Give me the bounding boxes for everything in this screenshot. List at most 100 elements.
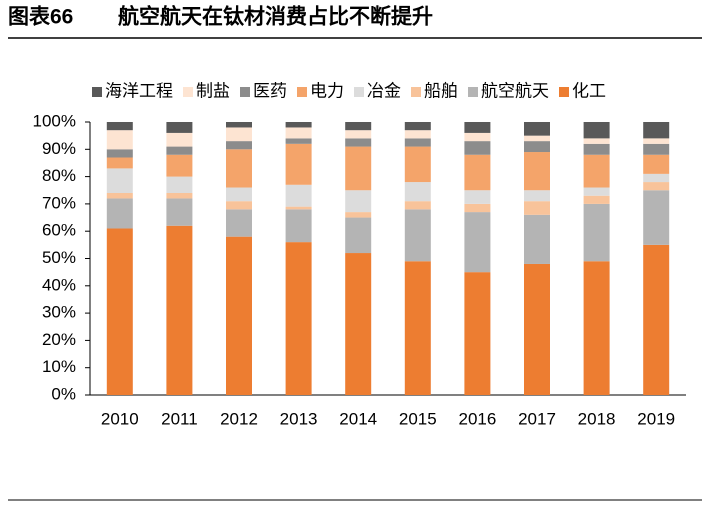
bar-segment (464, 132, 491, 142)
y-tick-label: 100% (33, 111, 76, 130)
figure-label: 图表66 (8, 6, 73, 29)
legend-label: 电力 (310, 81, 344, 100)
y-tick-label: 10% (42, 357, 76, 376)
bar-segment (226, 149, 252, 188)
bar-segment (285, 122, 312, 128)
legend-swatch (559, 87, 569, 97)
legend-swatch (240, 87, 250, 97)
bar-segment (404, 146, 431, 183)
bar-segment (106, 192, 133, 199)
bar-segment (166, 198, 193, 226)
bar-segment (643, 244, 670, 395)
legend-label: 医药 (253, 81, 287, 100)
bar-segment (464, 154, 491, 191)
bar-segment (285, 127, 312, 139)
x-tick-label: 2011 (161, 409, 198, 428)
bar-segment (106, 122, 133, 131)
legend-label: 船舶 (424, 81, 458, 100)
y-tick-label: 40% (42, 275, 76, 294)
bar-segment (345, 146, 372, 191)
bar-segment (285, 206, 312, 210)
x-tick-label: 2016 (458, 409, 496, 428)
y-tick-label: 50% (42, 248, 76, 267)
bar-segment (583, 143, 610, 155)
bar-segment (643, 122, 670, 139)
bar-segment (524, 201, 550, 215)
bar-segment (166, 154, 193, 177)
x-tick-label: 2019 (637, 409, 675, 428)
bar-segment (404, 201, 431, 210)
bar-segment (226, 201, 252, 210)
bar-segment (404, 182, 431, 202)
x-tick-label: 2018 (578, 409, 616, 428)
bar-segment (583, 187, 610, 196)
bar-segment (106, 149, 133, 158)
bar-segment (106, 157, 133, 169)
bar-segment (524, 122, 550, 136)
bar-segment (643, 143, 670, 155)
bar-segment (464, 203, 491, 213)
x-tick-label: 2010 (101, 409, 139, 428)
bar-segment (404, 261, 431, 395)
legend-swatch (183, 87, 193, 97)
bar-segment (583, 195, 610, 204)
y-tick-label: 60% (42, 221, 76, 240)
bar-segment (583, 138, 610, 144)
legend-label: 航空航天 (481, 81, 549, 100)
bar-segment (464, 190, 491, 204)
y-tick-label: 70% (42, 193, 76, 212)
legend-label: 海洋工程 (105, 81, 173, 100)
bar-segment (106, 228, 133, 395)
bar-segment (166, 146, 193, 155)
bar-segment (345, 217, 372, 254)
x-tick-label: 2015 (399, 409, 437, 428)
bar-segment (106, 130, 133, 150)
y-tick-label: 80% (42, 166, 76, 185)
bar-segment (345, 212, 372, 218)
bar-segment (285, 209, 312, 243)
bar-segment (345, 190, 372, 213)
bar-segment (166, 122, 193, 133)
bar-segment (404, 122, 431, 131)
bar-segment (524, 190, 550, 202)
bar-segment (345, 253, 372, 395)
x-tick-label: 2014 (339, 409, 377, 428)
bar-segment (345, 138, 372, 147)
bar-segment (226, 187, 252, 202)
bar-segment (226, 122, 252, 128)
bar-segment (226, 209, 252, 237)
bar-segment (226, 236, 252, 395)
legend-label: 化工 (572, 81, 606, 100)
legend-swatch (411, 87, 421, 97)
bar-segment (524, 152, 550, 191)
bar-segment (524, 214, 550, 264)
y-tick-label: 90% (42, 139, 76, 158)
bar-segment (345, 122, 372, 131)
bar-segment (226, 141, 252, 150)
bar-segment (404, 209, 431, 262)
y-tick-label: 20% (42, 330, 76, 349)
legend-swatch (354, 87, 364, 97)
bar-segment (285, 138, 312, 144)
bar-segment (643, 190, 670, 245)
bar-segment (524, 135, 550, 142)
bar-segment (643, 154, 670, 174)
bar-segment (583, 122, 610, 139)
bar-segment (404, 130, 431, 139)
bar-segment (524, 141, 550, 153)
bar-segment (643, 138, 670, 144)
bar-segment (345, 130, 372, 139)
bar-segment (464, 212, 491, 273)
x-tick-label: 2012 (220, 409, 258, 428)
chart-title: 航空航天在钛材消费占比不断提升 (118, 5, 433, 29)
bar-segment (226, 127, 252, 142)
bar-segment (464, 141, 491, 155)
legend-swatch (468, 87, 478, 97)
x-tick-label: 2013 (280, 409, 318, 428)
bar-segment (166, 192, 193, 199)
legend-swatch (92, 87, 102, 97)
bar-segment (166, 225, 193, 395)
bar-segment (583, 154, 610, 188)
bar-segment (106, 168, 133, 193)
